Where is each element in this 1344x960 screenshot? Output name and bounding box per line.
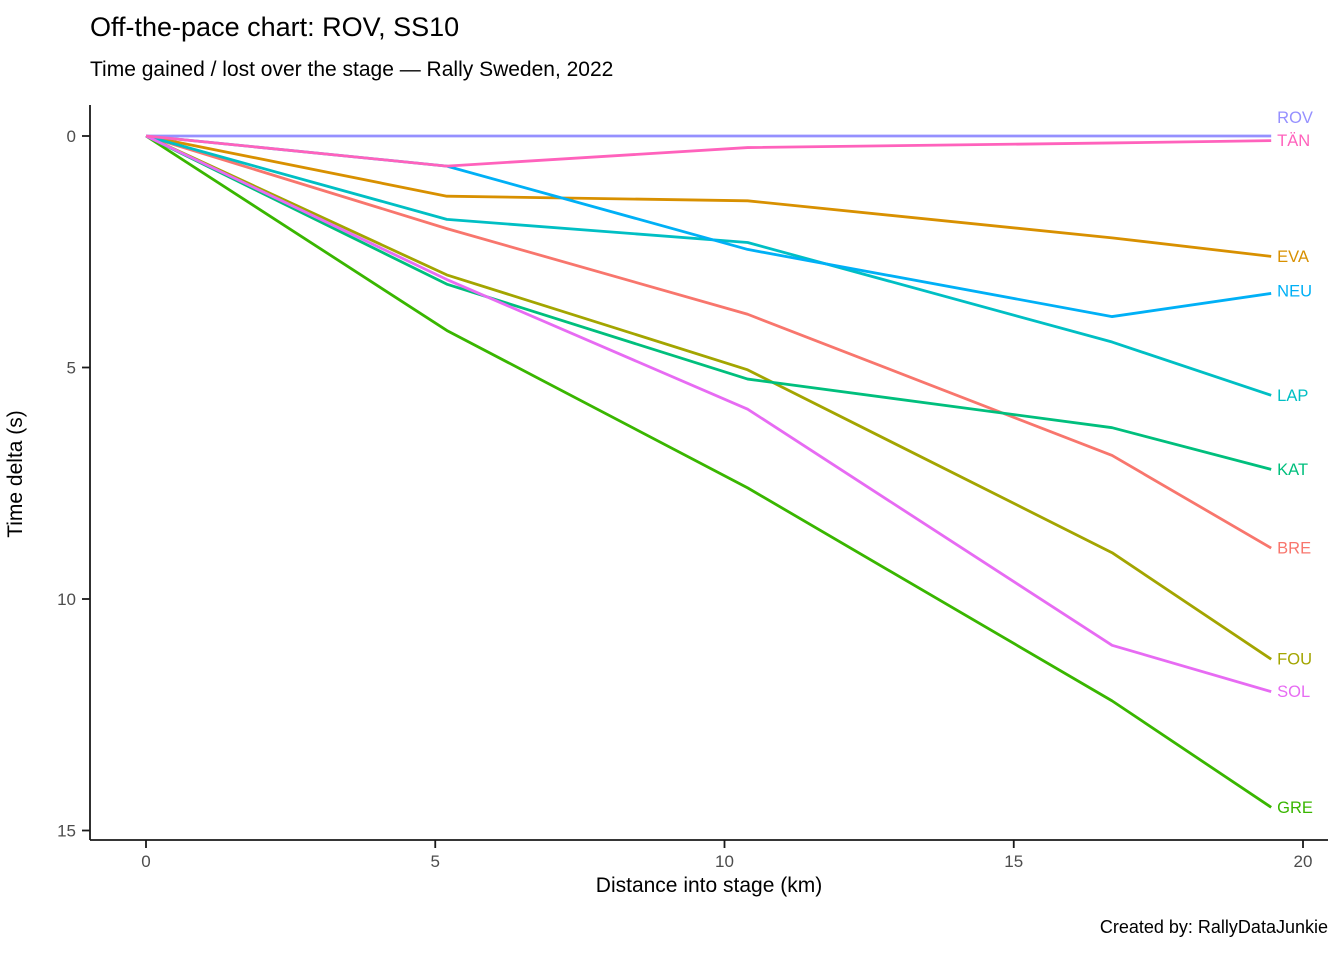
series-line-GRE	[145, 134, 1272, 809]
series-line-SOL	[145, 134, 1272, 693]
x-tick-label: 20	[1294, 852, 1313, 871]
series-line-LAP	[145, 134, 1272, 397]
series-label-KAT: KAT	[1277, 461, 1308, 479]
series-label-LAP: LAP	[1277, 387, 1308, 405]
series-line-KAT	[145, 134, 1272, 471]
series-line-BRE	[145, 134, 1272, 550]
chart-title: Off-the-pace chart: ROV, SS10	[90, 12, 460, 42]
x-tick-label: 10	[715, 852, 734, 871]
series-label-GRE: GRE	[1277, 799, 1313, 817]
y-tick-label: 5	[67, 359, 76, 378]
series-label-TÄN: TÄN	[1277, 132, 1310, 150]
y-axis-title: Time delta (s)	[4, 410, 27, 538]
y-tick-label: 0	[67, 127, 76, 146]
x-axis-title: Distance into stage (km)	[595, 874, 823, 897]
y-tick-label: 10	[57, 590, 76, 609]
series-label-FOU: FOU	[1277, 651, 1312, 669]
x-tick-label: 15	[1004, 852, 1023, 871]
caption: Created by: RallyDataJunkie	[1099, 917, 1328, 937]
x-tick-label: 5	[431, 852, 440, 871]
y-tick-label: 15	[57, 822, 76, 841]
series-line-NEU	[145, 134, 1272, 318]
series-label-NEU: NEU	[1277, 283, 1312, 301]
series-label-SOL: SOL	[1277, 683, 1310, 701]
series-label-BRE: BRE	[1277, 540, 1311, 558]
chart-subtitle: Time gained / lost over the stage — Rall…	[90, 58, 614, 81]
x-tick-label: 0	[141, 852, 150, 871]
series-label-ROV: ROV	[1277, 109, 1313, 127]
series-line-FOU	[145, 134, 1272, 661]
series-line-EVA	[145, 134, 1272, 258]
series-line-TÄN	[145, 134, 1272, 168]
series-label-EVA: EVA	[1277, 248, 1309, 266]
